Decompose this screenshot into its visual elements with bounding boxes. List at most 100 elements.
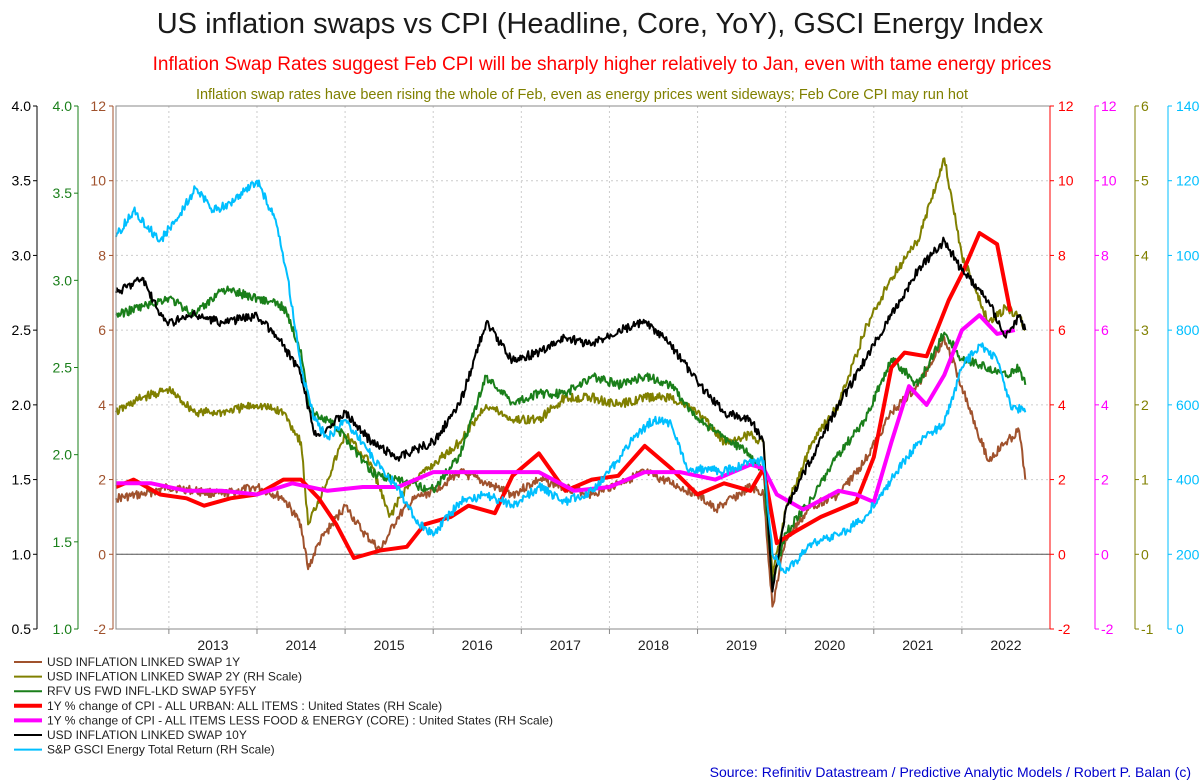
y-tick-label: 2.5 [12,322,32,338]
y-tick-label: 2.0 [53,447,73,463]
legend-label: 1Y % change of CPI - ALL ITEMS LESS FOOD… [47,713,553,727]
legend-item: S&P GSCI Energy Total Return (RH Scale) [14,743,275,757]
y-tick-label: 12 [90,98,106,114]
y-tick-label: 0 [1058,546,1066,562]
y-tick-label: 600 [1176,397,1200,413]
legend-label: USD INFLATION LINKED SWAP 1Y [47,655,240,669]
y-tick-label: 4 [1058,397,1066,413]
y-tick-label: 3.5 [53,185,73,201]
y-tick-label: 1 [1141,472,1149,488]
legend-label: USD INFLATION LINKED SWAP 10Y [47,728,247,742]
x-tick-label: 2015 [374,637,405,653]
axes-layer: 0.5 1.0 1.5 2.0 2.5 3.0 3.5 4.0 1.0 1.5 2.0 2.5 3.0 3… [12,98,1200,637]
y-tick-label: 0 [1176,621,1184,637]
y-tick-label: 800 [1176,322,1200,338]
y-tick-label: 6 [1058,322,1066,338]
series-line-4 [115,231,1013,560]
x-tick-label: 2014 [285,637,316,653]
y-tick-label: 1.5 [12,472,32,488]
y-tick-label: 1200 [1176,173,1200,189]
y-tick-label: 8 [1101,247,1109,263]
legend-item: 1Y % change of CPI - ALL ITEMS LESS FOOD… [14,713,553,727]
series-line-6 [115,236,1027,593]
y-tick-label: 4.0 [53,98,73,114]
source-note: Source: Refinitiv Datastream / Predictiv… [710,764,1191,780]
y-axis-2y: -1 0 1 2 3 4 5 6 [1134,98,1154,637]
y-tick-label: 4 [98,397,106,413]
y-tick-label: 1.5 [53,534,73,550]
series-line-7 [115,179,1027,574]
y-tick-label: 6 [1101,322,1109,338]
series-line-3 [115,285,1027,587]
y-axis-1y-left: -2 0 2 4 6 8 10 12 [90,98,114,637]
y-tick-label: 5 [1141,173,1149,189]
legend-item: USD INFLATION LINKED SWAP 2Y (RH Scale) [14,670,302,684]
y-tick-label: 1.0 [12,546,32,562]
x-tick-label: 2013 [197,637,228,653]
y-tick-label: 2.5 [53,360,73,376]
y-tick-label: 0 [1101,546,1109,562]
chart-title: US inflation swaps vs CPI (Headline, Cor… [157,8,1044,40]
legend-label: USD INFLATION LINKED SWAP 2Y (RH Scale) [47,670,302,684]
y-axis-gsci: 0 200 400 600 800 1000 1200 1400 [1167,98,1200,637]
x-axis: 2013 2014 2015 2016 2017 2018 2019 2020 2021 2022 [168,629,1022,653]
y-tick-label: 2 [1058,472,1066,488]
y-tick-label: 3 [1141,322,1149,338]
y-tick-label: 3.5 [12,173,32,189]
y-axis-swap: 0.5 1.0 1.5 2.0 2.5 3.0 3.5 4.0 [12,98,38,637]
x-tick-label: 2020 [814,637,845,653]
y-tick-label: 12 [1058,98,1074,114]
y-tick-label: 400 [1176,472,1200,488]
y-tick-label: 2.0 [12,397,32,413]
series-line-2 [115,157,1026,578]
series-layer [115,157,1027,608]
y-tick-label: -2 [1101,621,1114,637]
y-tick-label: 0 [98,546,106,562]
x-tick-label: 2019 [726,637,757,653]
x-tick-label: 2017 [550,637,581,653]
y-tick-label: 3.0 [53,272,73,288]
y-tick-label: 10 [1058,173,1074,189]
y-tick-label: 0 [1141,546,1149,562]
y-tick-label: 4.0 [12,98,32,114]
y-tick-label: 4 [1141,247,1149,263]
y-tick-label: 2 [98,472,106,488]
y-tick-label: 8 [1058,247,1066,263]
chart-subtitle-2: Inflation swap rates have been rising th… [196,87,968,103]
y-tick-label: 10 [90,173,106,189]
x-tick-label: 2016 [462,637,493,653]
series-line-5 [116,313,1016,512]
legend-label: 1Y % change of CPI - ALL URBAN: ALL ITEM… [47,699,442,713]
plot-area [115,105,1051,630]
y-tick-label: 10 [1101,173,1117,189]
y-tick-label: 1000 [1176,247,1200,263]
y-tick-label: -2 [94,621,107,637]
y-tick-label: -1 [1141,621,1154,637]
y-tick-label: 6 [1141,98,1149,114]
y-tick-label: 4 [1101,397,1109,413]
y-tick-label: 1400 [1176,98,1200,114]
y-tick-label: 12 [1101,98,1117,114]
y-axis-cpi: -2 0 2 4 6 8 10 12 [1049,98,1074,637]
x-tick-label: 2018 [638,637,669,653]
y-axis-5y5y: 1.0 1.5 2.0 2.5 3.0 3.5 4.0 [53,98,79,637]
legend-item: USD INFLATION LINKED SWAP 1Y [14,655,240,669]
y-tick-label: -2 [1058,621,1071,637]
legend-label: S&P GSCI Energy Total Return (RH Scale) [47,743,275,757]
y-tick-label: 8 [98,247,106,263]
y-tick-label: 1.0 [53,621,73,637]
y-axis-core: -2 0 2 4 6 8 10 12 [1094,98,1117,637]
legend-item: 1Y % change of CPI - ALL URBAN: ALL ITEM… [14,699,442,713]
legend-item: RFV US FWD INFL-LKD SWAP 5YF5Y [14,684,256,698]
y-tick-label: 2 [1141,397,1149,413]
chart-subtitle: Inflation Swap Rates suggest Feb CPI wil… [153,54,1052,75]
y-tick-label: 2 [1101,472,1109,488]
y-tick-label: 3.0 [12,247,32,263]
y-tick-label: 0.5 [12,621,32,637]
legend-label: RFV US FWD INFL-LKD SWAP 5YF5Y [47,684,256,698]
legend-item: USD INFLATION LINKED SWAP 10Y [14,728,247,742]
y-tick-label: 200 [1176,546,1200,562]
x-tick-label: 2022 [990,637,1021,653]
x-tick-label: 2021 [902,637,933,653]
